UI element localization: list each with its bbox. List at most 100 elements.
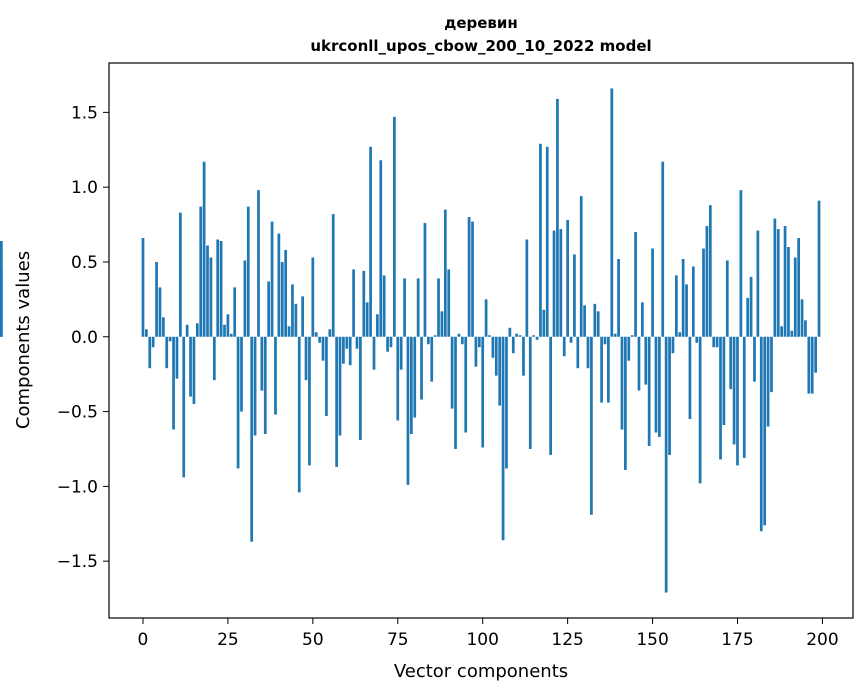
bar-86 [433,335,437,337]
bar-183 [763,336,767,526]
bar-172 [725,260,729,337]
bar-157 [674,275,678,337]
bar-135 [600,336,603,403]
bar-174 [732,336,736,445]
bar-84 [426,336,430,345]
bar-56 [331,214,335,337]
bar-188 [780,326,784,337]
bar-184 [766,336,770,427]
bar-16 [195,323,199,337]
bar-107 [505,336,508,469]
x-axis-ticks: 0 25 50 75 100 125 150 175 200 [138,618,839,650]
bar-54 [325,336,328,417]
bar-10 [175,336,179,379]
bar-51 [314,332,318,337]
bar-39 [274,336,277,415]
bar-111 [518,335,522,337]
bar-87 [437,278,440,337]
bar-46 [297,336,301,493]
bar-199 [817,200,821,337]
bar-57 [335,336,338,467]
bar-70 [379,160,383,337]
bar-152 [658,336,661,437]
bar-116 [535,336,539,340]
y-tick-label: −0.5 [57,403,98,423]
bar-171 [722,336,726,426]
x-tick-label: 75 [387,630,409,650]
bar-187 [776,229,780,337]
bar-121 [552,230,556,337]
bar-123 [559,229,563,337]
bar-73 [389,336,393,348]
y-tick-label: −1.5 [57,552,98,572]
bar-67 [369,146,372,337]
bar-140 [617,258,620,337]
bar-80 [413,336,417,418]
bar-185 [770,336,773,393]
bar-45 [294,303,298,337]
bar-4 [155,261,158,337]
bar-11 [178,212,182,337]
bar-95 [464,336,468,433]
bar-168 [712,336,716,348]
bar-72 [386,336,389,352]
bar-181 [756,230,760,337]
bar-60 [345,336,349,349]
y-tick-label: −1.0 [57,477,98,497]
bar-131 [586,336,590,369]
bar-128 [576,336,580,369]
bar-65 [362,270,366,337]
bar-151 [654,336,658,433]
bar-98 [474,336,478,367]
bar-66 [365,302,369,337]
bar-29 [240,336,243,412]
bar-68 [372,336,376,370]
bar-2 [148,336,152,369]
bar-41 [280,261,284,337]
x-tick-label: 0 [138,630,149,650]
chart-subtitle: ukrconll_upos_cbow_200_10_2022 model [310,37,651,55]
bar-177 [742,336,746,458]
bar-129 [579,196,583,337]
bar-28 [236,336,240,469]
bar-9 [172,336,175,430]
bar-49 [308,336,311,466]
bar-32 [250,336,254,542]
bar-126 [569,336,573,343]
bar-102 [488,335,491,337]
bar-161 [688,336,692,420]
bar-147 [641,302,644,337]
bar-61 [348,336,352,366]
bar-101 [484,299,488,337]
bar-99 [477,336,481,348]
bar-158 [678,332,682,337]
bar-165 [702,248,705,337]
bar-77 [403,278,406,337]
bar-15 [192,336,196,405]
bar-190 [787,247,790,337]
bar-114 [528,336,532,449]
bar-138 [610,88,614,337]
bar-53 [321,336,325,361]
bar-169 [715,336,719,348]
bar-106 [501,336,505,541]
bar-105 [498,336,502,406]
bar-59 [342,336,345,364]
bar-108 [508,327,512,337]
bar-23 [219,241,223,337]
y-axis-ticks: −1.5 −1.0 −0.5 0.0 0.5 1.0 1.5 [57,103,109,572]
bar-130 [583,305,586,337]
bar-64 [359,336,362,440]
bar-31 [246,206,250,337]
bar-26 [229,333,233,337]
bar-93 [457,333,461,337]
bar-85 [430,336,434,382]
bar-145 [634,232,637,337]
bar-194 [800,299,804,337]
bar-127 [573,254,576,337]
bar-192 [793,257,797,337]
bar-112 [522,336,525,376]
bar-71 [382,275,386,337]
bar-50 [311,257,315,337]
bar-104 [494,336,498,376]
